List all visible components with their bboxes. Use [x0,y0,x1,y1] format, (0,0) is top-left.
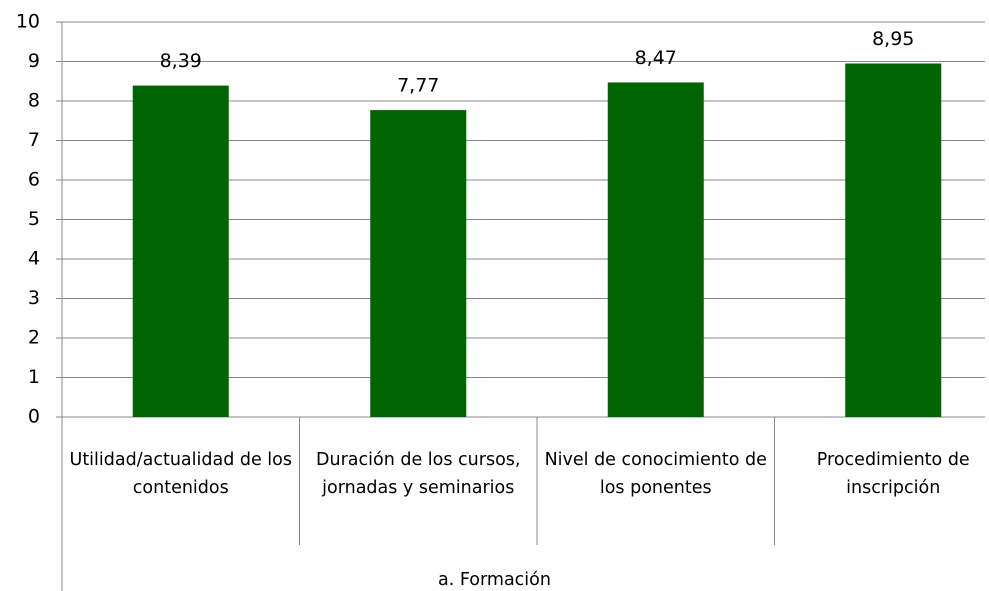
y-tick-label: 10 [16,11,40,33]
y-tick-label: 3 [28,287,40,309]
bar [370,110,467,418]
y-tick-label: 8 [28,90,40,112]
y-tick-label: 2 [28,327,40,349]
x-tick-label: Duración de los cursos, jornadas y semin… [316,450,521,498]
y-tick-label: 6 [28,169,40,191]
data-label: 8,47 [635,47,677,69]
y-tick-label: 4 [28,248,40,270]
y-tick-label: 7 [28,129,40,151]
data-label: 8,39 [160,50,202,72]
y-tick-label: 9 [28,50,40,72]
bar [845,63,942,417]
data-label: 8,95 [872,28,914,50]
bar [132,85,229,417]
data-label: 7,77 [397,75,439,97]
y-tick-label: 1 [28,366,40,388]
x-tick-label: Utilidad/actualidad de los contenidos [69,450,292,498]
x-tick-label: Procedimiento de inscripción [816,450,970,498]
bar [607,82,704,417]
y-tick-label: 5 [28,208,40,230]
y-tick-label: 0 [28,406,40,428]
group-label: a. Formación [438,570,551,590]
x-tick-label: Nivel de conocimiento de los ponentes [544,450,767,498]
